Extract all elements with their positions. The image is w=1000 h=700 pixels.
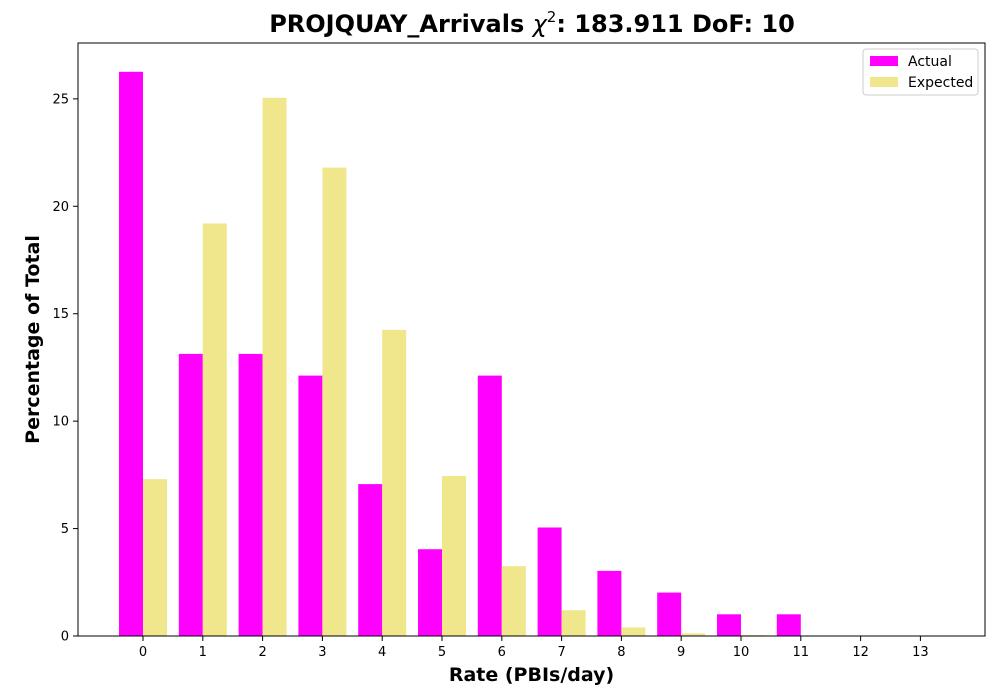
- bar-actual-9: [657, 592, 682, 636]
- x-tick-label: 7: [557, 645, 565, 660]
- y-tick-label: 0: [61, 630, 69, 645]
- legend: Actual Expected: [862, 48, 979, 96]
- y-axis-label: Percentage of Total: [22, 235, 44, 444]
- bar-actual-4: [358, 484, 383, 636]
- y-tick-label: 5: [61, 522, 69, 537]
- y-ticks-group: 0 5 10 15 20 25: [52, 92, 78, 645]
- bar-expected-4: [382, 329, 407, 636]
- bar-expected-1: [202, 223, 227, 636]
- y-tick-label: 20: [52, 200, 69, 215]
- x-tick-label: 6: [498, 645, 506, 660]
- plot-frame: [77, 42, 986, 637]
- bar-expected-6: [501, 566, 526, 636]
- x-tick-label: 13: [912, 645, 929, 660]
- legend-label-expected: Expected: [908, 75, 973, 91]
- bar-actual-3: [298, 375, 323, 636]
- bar-actual-0: [119, 71, 143, 636]
- bar-actual-1: [178, 353, 203, 636]
- legend-swatch-expected: [870, 77, 898, 87]
- bar-expected-9: [681, 633, 706, 636]
- bar-expected-2: [262, 97, 287, 637]
- chart-title-chi: χ: [531, 10, 548, 38]
- bar-expected-8: [621, 627, 646, 636]
- bar-actual-6: [477, 375, 502, 636]
- bar-expected-5: [442, 475, 466, 636]
- bars-group: [119, 71, 825, 637]
- x-tick-label: 12: [852, 645, 869, 660]
- x-tick-label: 1: [199, 645, 207, 660]
- x-tick-label: 5: [438, 645, 446, 660]
- x-tick-label: 9: [677, 645, 685, 660]
- x-tick-label: 4: [378, 645, 386, 660]
- bar-expected-0: [143, 479, 167, 636]
- chart-title: PROJQUAY_Arrivals χ2: 183.911 DoF: 10: [269, 8, 795, 38]
- bar-actual-8: [597, 570, 622, 636]
- bar-actual-5: [418, 549, 442, 636]
- x-tick-label: 2: [258, 645, 266, 660]
- x-tick-label: 3: [318, 645, 326, 660]
- bar-actual-10: [717, 614, 741, 636]
- bar-expected-3: [322, 167, 347, 636]
- x-axis-label: Rate (PBIs/day): [449, 664, 614, 686]
- chart-title-stats: : 183.911 DoF: 10: [556, 10, 794, 38]
- legend-swatch-actual: [870, 56, 898, 66]
- bar-actual-11: [776, 614, 801, 636]
- x-tick-label: 8: [617, 645, 625, 660]
- x-tick-label: 0: [139, 645, 147, 660]
- legend-label-actual: Actual: [908, 54, 952, 70]
- chart-title-chi-superscript: 2: [547, 8, 557, 26]
- bar-expected-7: [561, 610, 586, 636]
- y-tick-label: 10: [52, 415, 69, 430]
- y-tick-label: 15: [52, 307, 69, 322]
- x-tick-label: 11: [793, 645, 810, 660]
- chart-title-name: PROJQUAY_Arrivals: [269, 10, 524, 38]
- bar-actual-7: [537, 527, 562, 636]
- x-ticks-group: 0 1 2 3 4 5 6 7 8 9 10 11 12 13: [139, 636, 929, 660]
- y-tick-label: 25: [52, 92, 69, 107]
- bar-actual-2: [238, 353, 263, 636]
- x-tick-label: 10: [733, 645, 750, 660]
